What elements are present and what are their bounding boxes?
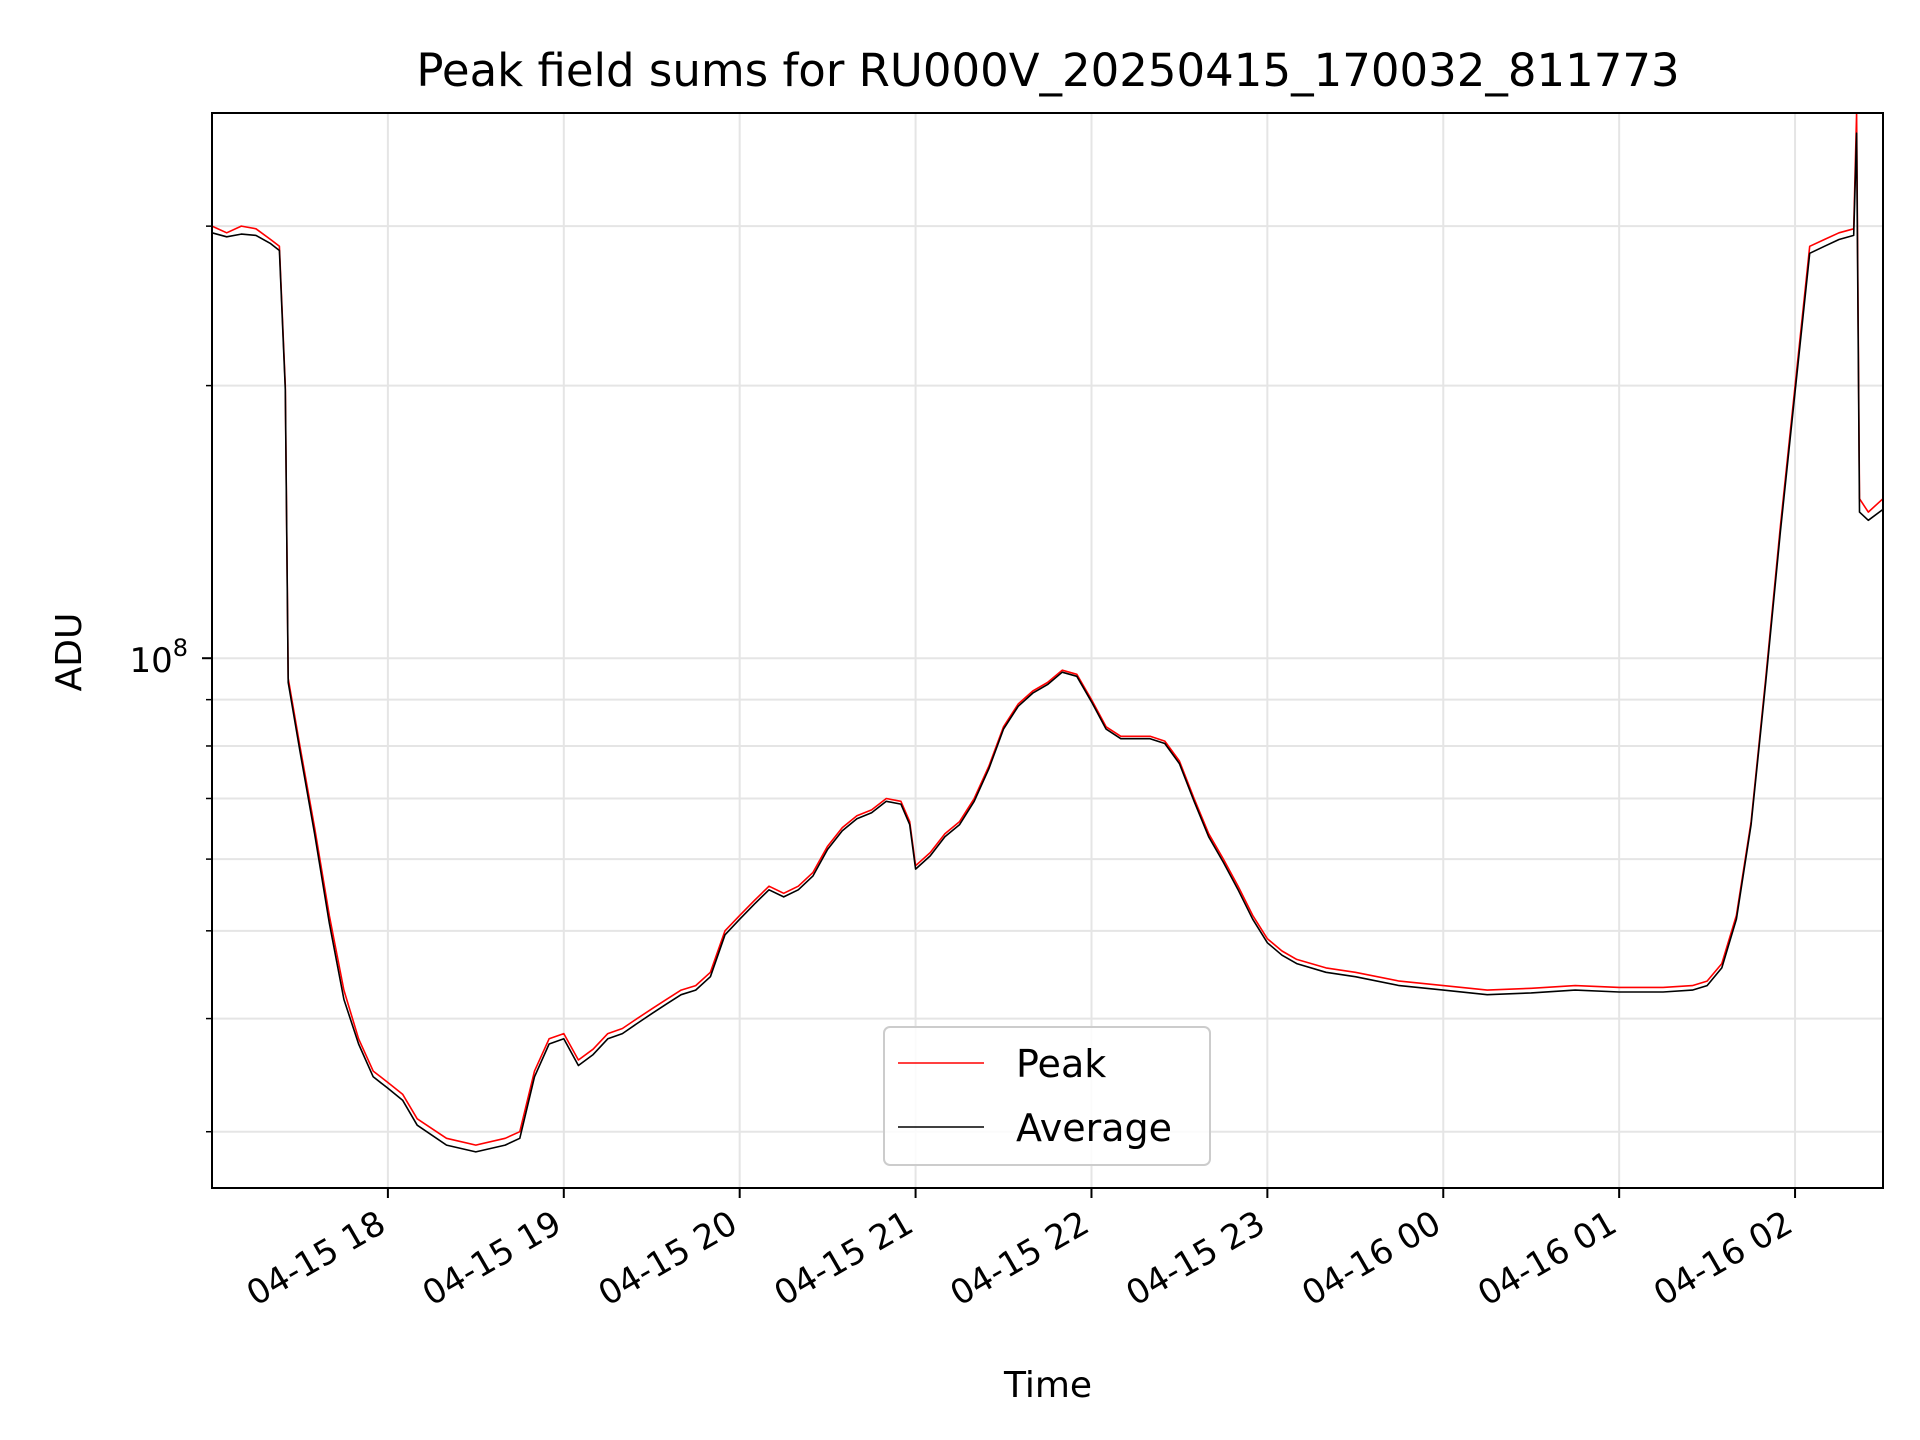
plot-frame <box>211 112 1884 1189</box>
x-tick-label: 04-15 20 <box>592 1203 744 1314</box>
x-tick-label: 04-15 23 <box>1119 1203 1271 1314</box>
legend-label-peak: Peak <box>1016 1042 1106 1086</box>
series-lines <box>211 112 1884 1153</box>
y-axis-label: ADU <box>49 613 90 692</box>
x-axis-label: Time <box>1003 1365 1092 1406</box>
x-tick-label: 04-16 02 <box>1647 1203 1799 1314</box>
grid <box>212 113 1883 1188</box>
x-tick-label: 04-16 01 <box>1471 1203 1623 1314</box>
x-tick-label: 04-16 00 <box>1295 1203 1447 1314</box>
x-tick-label: 04-15 21 <box>768 1203 920 1314</box>
x-axis-ticks: 04-15 18 04-15 19 04-15 20 04-15 21 04-15 22… <box>240 1188 1800 1314</box>
x-tick-label: 04-15 22 <box>944 1203 1096 1314</box>
y-tick-label: 108 <box>129 634 188 681</box>
legend: Peak Average <box>883 1026 1211 1166</box>
x-tick-label: 04-15 19 <box>416 1203 568 1314</box>
legend-label-average: Average <box>1016 1106 1172 1150</box>
x-tick-label: 04-15 18 <box>240 1203 392 1314</box>
legend-box <box>883 1026 1211 1166</box>
y-axis-ticks: 108 <box>129 225 212 1133</box>
series-line-peak <box>211 112 1884 1146</box>
chart-title: Peak field sums for RU000V_20250415_1700… <box>416 44 1679 97</box>
series-line-average <box>211 132 1884 1153</box>
